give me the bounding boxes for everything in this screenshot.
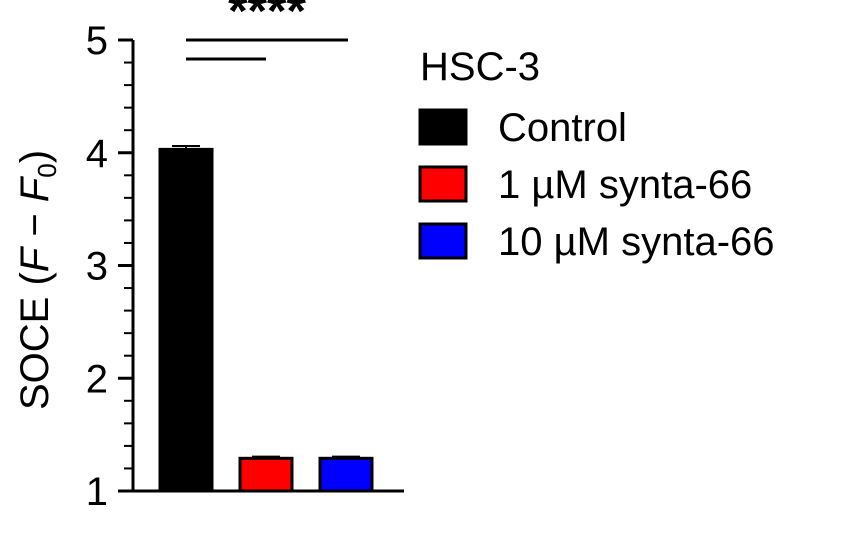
y-axis-label-minus: − bbox=[13, 202, 57, 248]
legend-swatch-1 bbox=[418, 108, 468, 146]
y-ticks: 1 2 3 4 5 bbox=[86, 19, 133, 514]
y-axis-label-f0: F bbox=[13, 175, 57, 202]
bar-3 bbox=[318, 456, 374, 493]
legend-swatch-3 bbox=[418, 222, 468, 260]
legend-label-2: 1 µM synta-66 bbox=[498, 163, 752, 207]
legend: Control 1 µM synta-66 10 µM synta-66 bbox=[418, 106, 775, 264]
y-tick-label-1: 1 bbox=[86, 470, 108, 514]
bars bbox=[158, 144, 374, 493]
significance-marker: **** bbox=[228, 0, 306, 39]
legend-title: HSC-3 bbox=[420, 45, 540, 89]
bar-2 bbox=[238, 456, 294, 493]
y-axis-label-f: F bbox=[13, 245, 57, 272]
legend-swatch-2 bbox=[418, 165, 468, 203]
y-axis-label-subscript: 0 bbox=[32, 163, 62, 177]
legend-label-3: 10 µM synta-66 bbox=[498, 220, 775, 264]
bar-1 bbox=[158, 147, 214, 493]
y-axis-label-suffix: ) bbox=[13, 150, 57, 163]
y-tick-label-2: 2 bbox=[86, 357, 108, 401]
y-axis-label-prefix: SOCE ( bbox=[13, 272, 57, 410]
y-axis-label: SOCE (F − F0) bbox=[13, 150, 62, 410]
legend-label-1: Control bbox=[498, 106, 627, 150]
y-tick-label-5: 5 bbox=[86, 19, 108, 63]
y-tick-label-4: 4 bbox=[86, 132, 108, 176]
y-tick-label-3: 3 bbox=[86, 245, 108, 289]
